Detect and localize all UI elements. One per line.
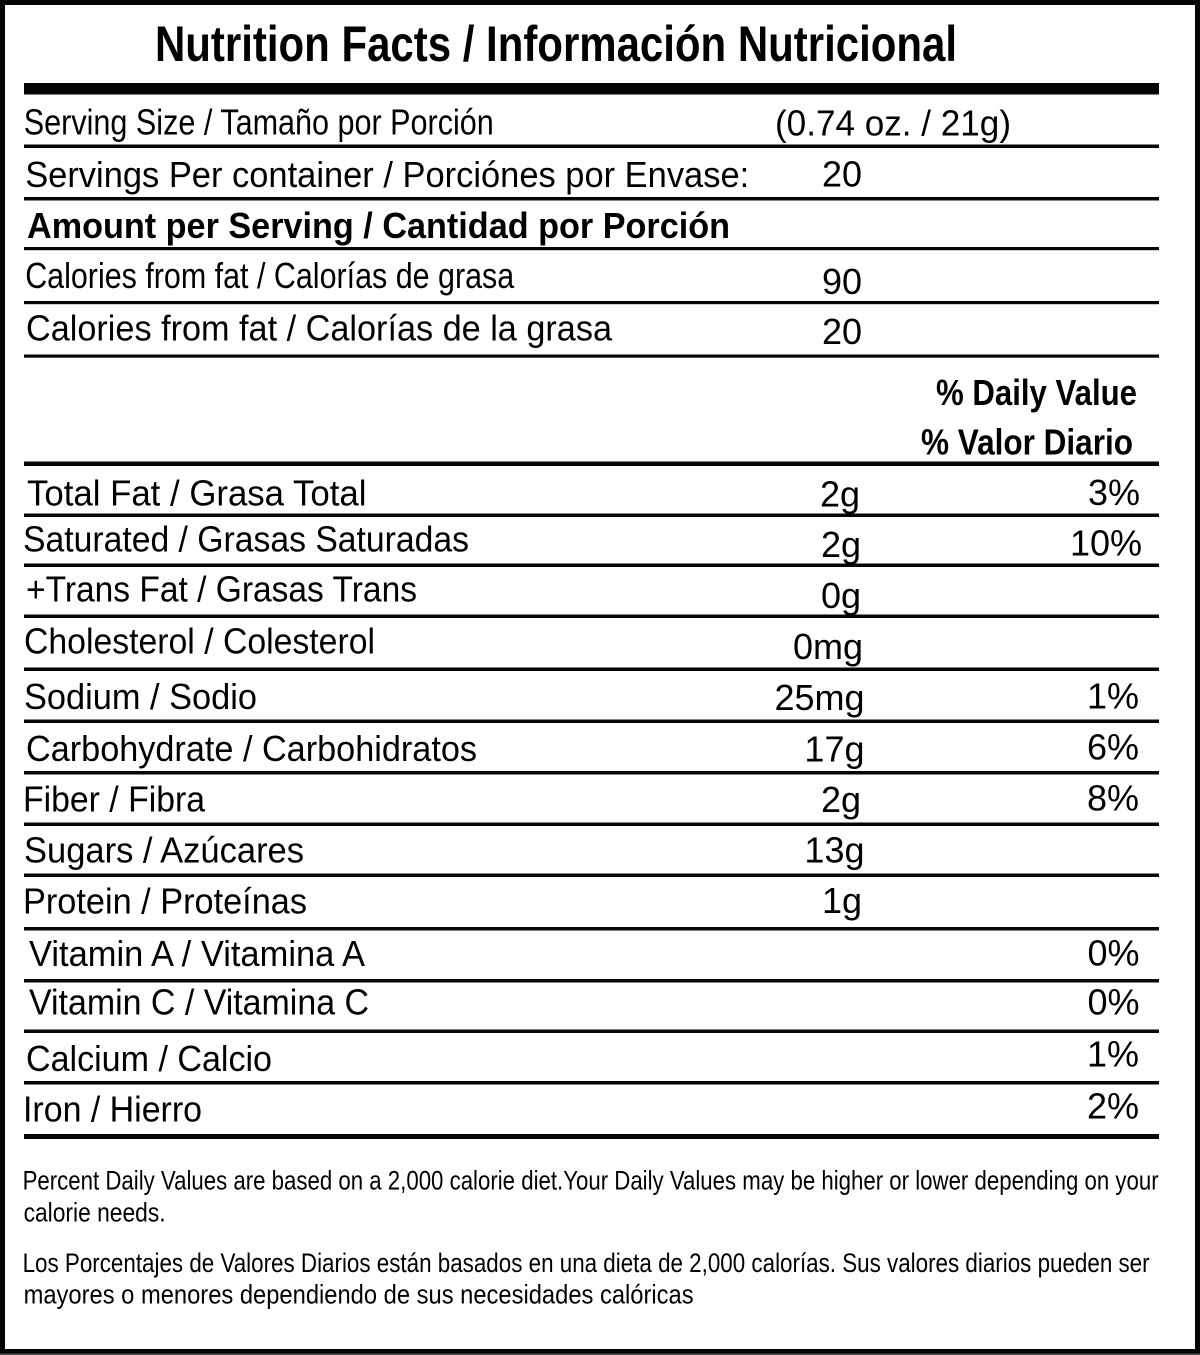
svg-text:+Trans Fat / Grasas Trans: +Trans Fat / Grasas Trans — [26, 569, 417, 610]
svg-text:Protein / Proteínas: Protein / Proteínas — [23, 881, 307, 922]
svg-text:2g: 2g — [820, 474, 860, 515]
svg-text:Nutrition Facts / Información: Nutrition Facts / Información Nutriciona… — [155, 16, 957, 72]
svg-text:Calcium / Calcio: Calcium / Calcio — [26, 1038, 272, 1079]
svg-text:Percent Daily Values are based: Percent Daily Values are based on a 2,00… — [23, 1166, 1159, 1196]
svg-text:Total Fat / Grasa Total: Total Fat / Grasa Total — [27, 473, 367, 514]
svg-text:Los Porcentajes de Valores Dia: Los Porcentajes de Valores Diarios están… — [23, 1248, 1150, 1278]
svg-text:Sodium / Sodio: Sodium / Sodio — [24, 676, 257, 717]
svg-text:Vitamin A / Vitamina A: Vitamin A / Vitamina A — [29, 933, 365, 974]
svg-text:1%: 1% — [1087, 1034, 1139, 1075]
svg-text:Saturated / Grasas Saturadas: Saturated / Grasas Saturadas — [23, 519, 469, 560]
svg-text:Iron / Hierro: Iron / Hierro — [23, 1089, 202, 1130]
svg-text:Fiber / Fibra: Fiber / Fibra — [23, 779, 206, 820]
svg-text:2%: 2% — [1087, 1086, 1139, 1127]
svg-text:17g: 17g — [804, 729, 864, 770]
svg-text:calorie needs.: calorie needs. — [24, 1198, 166, 1228]
svg-text:2g: 2g — [821, 524, 861, 565]
svg-text:2g: 2g — [821, 779, 861, 820]
svg-text:Vitamin C / Vitamina C: Vitamin C / Vitamina C — [29, 982, 369, 1023]
svg-text:Amount per Serving / Cantidad: Amount per Serving / Cantidad por Porció… — [27, 205, 730, 246]
svg-text:Servings Per container / Porci: Servings Per container / Porciónes por E… — [25, 154, 749, 195]
svg-text:Cholesterol / Colesterol: Cholesterol / Colesterol — [24, 621, 375, 662]
svg-text:20: 20 — [822, 154, 862, 195]
svg-text:20: 20 — [822, 311, 862, 352]
svg-text:Calories from fat / Calorías d: Calories from fat / Calorías de grasa — [25, 255, 515, 296]
svg-text:Carbohydrate / Carbohidratos: Carbohydrate / Carbohidratos — [26, 728, 477, 769]
svg-text:8%: 8% — [1087, 778, 1139, 819]
svg-text:13g: 13g — [804, 830, 864, 871]
svg-text:Sugars / Azúcares: Sugars / Azúcares — [24, 830, 304, 871]
svg-text:0%: 0% — [1087, 982, 1139, 1023]
svg-text:1%: 1% — [1087, 676, 1139, 717]
svg-text:Serving Size / Tamaño por Porc: Serving Size / Tamaño por Porción — [24, 102, 494, 143]
svg-text:Calories from fat / Calorías d: Calories from fat / Calorías de la grasa — [26, 308, 613, 349]
svg-text:(0.74 oz. / 21g): (0.74 oz. / 21g) — [775, 103, 1011, 144]
svg-text:10%: 10% — [1070, 523, 1142, 564]
svg-text:0g: 0g — [821, 575, 861, 616]
svg-text:3%: 3% — [1088, 472, 1140, 513]
svg-text:% Daily Value: % Daily Value — [936, 372, 1137, 413]
svg-text:1g: 1g — [822, 880, 862, 921]
svg-text:6%: 6% — [1087, 727, 1139, 768]
svg-text:0%: 0% — [1087, 933, 1139, 974]
svg-text:90: 90 — [822, 261, 862, 302]
svg-text:0mg: 0mg — [793, 626, 863, 667]
svg-text:25mg: 25mg — [774, 677, 864, 718]
svg-text:% Valor Diario: % Valor Diario — [921, 421, 1133, 462]
svg-text:mayores o menores dependiendo: mayores o menores dependiendo de sus nec… — [24, 1280, 694, 1310]
